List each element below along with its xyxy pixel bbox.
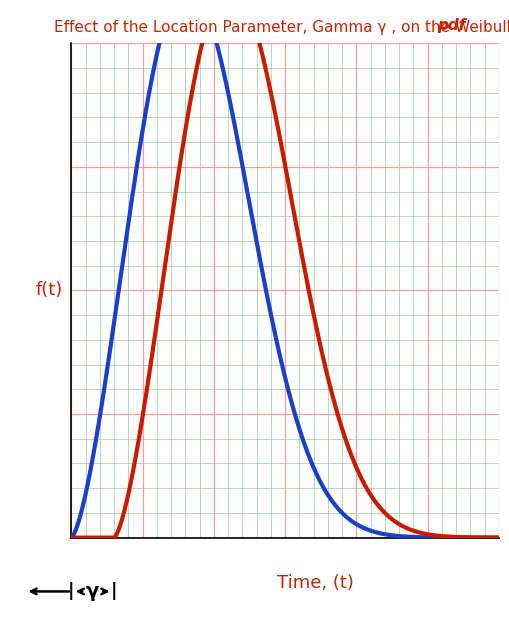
Title: Effect of the Location Parameter, Gamma γ , on the Weibull : Effect of the Location Parameter, Gamma …: [54, 20, 509, 35]
Text: pdf: pdf: [437, 19, 465, 33]
Text: |: |: [111, 582, 117, 601]
Y-axis label: f(t): f(t): [36, 281, 63, 300]
Text: |: |: [68, 582, 74, 601]
Text: Time, (t): Time, (t): [277, 574, 354, 593]
Text: γ: γ: [86, 582, 99, 601]
